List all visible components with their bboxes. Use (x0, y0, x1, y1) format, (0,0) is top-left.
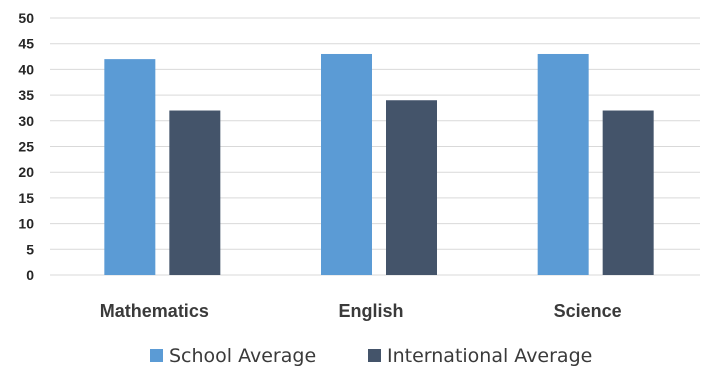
legend-swatch (368, 349, 381, 362)
y-tick-label: 10 (18, 216, 34, 232)
bar-international-average-mathematics (169, 110, 221, 276)
y-axis-tick-labels: 0 5 10 15 20 25 30 35 40 45 50 (18, 10, 34, 283)
y-tick-label: 25 (18, 139, 34, 155)
legend-label: School Average (169, 345, 316, 367)
legend-label: International Average (387, 345, 592, 367)
y-tick-label: 0 (26, 267, 34, 283)
y-tick-label: 5 (26, 241, 34, 257)
y-tick-label: 35 (18, 87, 34, 103)
bar-international-average-science (602, 110, 654, 276)
y-tick-label: 20 (18, 164, 34, 180)
y-tick-label: 15 (18, 190, 34, 206)
y-tick-label: 50 (18, 10, 34, 26)
legend-swatch (150, 349, 163, 362)
bar-school-average-science (537, 53, 589, 276)
x-axis-category-labels: Mathematics English Science (100, 301, 622, 321)
y-tick-label: 30 (18, 113, 34, 129)
bars (104, 53, 654, 276)
x-category-label: English (338, 301, 403, 321)
x-category-label: Mathematics (100, 301, 209, 321)
x-category-label: Science (554, 301, 622, 321)
gridlines (50, 17, 700, 276)
bar-school-average-english (321, 53, 372, 276)
y-tick-label: 45 (18, 36, 34, 52)
y-tick-label: 40 (18, 61, 34, 77)
bar-international-average-english (386, 100, 437, 276)
legend: School Average International Average (150, 345, 592, 367)
bar-school-average-mathematics (104, 59, 156, 276)
